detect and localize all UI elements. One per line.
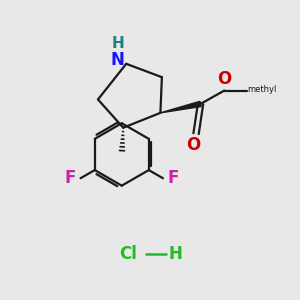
Text: O: O [217,70,231,88]
Text: F: F [64,169,76,187]
Text: O: O [186,136,200,154]
Text: methyl: methyl [247,85,276,94]
Text: N: N [111,51,125,69]
Text: H: H [112,36,124,51]
Text: H: H [168,245,182,263]
Text: F: F [168,169,179,187]
Polygon shape [160,101,201,113]
Text: Cl: Cl [119,245,136,263]
